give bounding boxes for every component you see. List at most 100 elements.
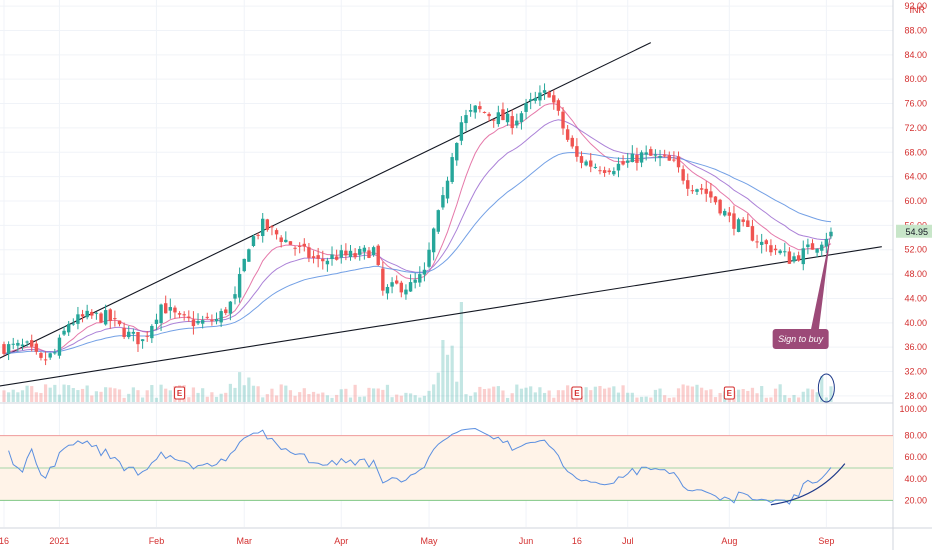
- candlestick[interactable]: [71, 318, 75, 326]
- candlestick[interactable]: [718, 198, 722, 216]
- candlestick[interactable]: [168, 298, 173, 319]
- candlestick[interactable]: [769, 239, 773, 256]
- candlestick[interactable]: [219, 308, 223, 328]
- candlestick[interactable]: [242, 258, 246, 273]
- candlestick[interactable]: [99, 312, 103, 324]
- candlestick[interactable]: [57, 334, 62, 359]
- time-axis[interactable]: 16 2021 Feb Mar Apr May Jun 16 Jul Aug Sep: [0, 536, 834, 546]
- candlestick[interactable]: [371, 245, 376, 257]
- candlestick[interactable]: [390, 277, 394, 294]
- candlestick[interactable]: [76, 306, 80, 330]
- candlestick[interactable]: [113, 310, 117, 327]
- candlestick[interactable]: [801, 240, 805, 271]
- candlestick[interactable]: [367, 247, 371, 259]
- candlestick[interactable]: [820, 241, 824, 257]
- candlestick[interactable]: [344, 243, 348, 261]
- candlestick[interactable]: [177, 311, 182, 319]
- candlestick[interactable]: [127, 325, 131, 340]
- candlestick[interactable]: [709, 182, 713, 203]
- earnings-marker[interactable]: E: [174, 386, 186, 400]
- candlestick[interactable]: [90, 309, 94, 319]
- candlestick[interactable]: [205, 312, 209, 320]
- candlestick[interactable]: [533, 91, 537, 104]
- candlestick[interactable]: [131, 328, 136, 342]
- candlestick[interactable]: [284, 231, 288, 243]
- candlestick[interactable]: [233, 286, 237, 305]
- candlestick[interactable]: [593, 163, 598, 169]
- candlestick[interactable]: [630, 145, 635, 163]
- candlestick[interactable]: [672, 151, 676, 163]
- candlestick[interactable]: [510, 109, 514, 135]
- candlestick[interactable]: [787, 247, 792, 264]
- candlestick[interactable]: [427, 242, 431, 269]
- candlestick[interactable]: [145, 331, 149, 342]
- candlestick[interactable]: [2, 341, 6, 356]
- candlestick[interactable]: [200, 315, 205, 329]
- candlestick[interactable]: [256, 232, 260, 240]
- candlestick[interactable]: [686, 173, 690, 196]
- candlestick[interactable]: [6, 341, 11, 361]
- candlestick[interactable]: [325, 257, 330, 272]
- candlestick[interactable]: [764, 238, 768, 252]
- candlestick[interactable]: [408, 274, 413, 292]
- candlestick[interactable]: [150, 324, 154, 343]
- candlestick[interactable]: [690, 184, 695, 194]
- candlestick[interactable]: [20, 338, 25, 351]
- candlestick[interactable]: [164, 295, 168, 314]
- candlestick[interactable]: [196, 313, 200, 326]
- candlestick[interactable]: [575, 138, 579, 162]
- candlestick[interactable]: [224, 306, 228, 316]
- candlestick[interactable]: [792, 252, 796, 264]
- candlestick[interactable]: [122, 322, 126, 339]
- candlestick[interactable]: [699, 183, 704, 195]
- rsi-axis[interactable]: 100.00 80.00 60.00 40.00 20.00: [899, 404, 927, 505]
- candlestick[interactable]: [649, 146, 653, 156]
- candlestick[interactable]: [487, 112, 491, 122]
- candlestick[interactable]: [25, 340, 29, 347]
- candlestick[interactable]: [182, 311, 186, 321]
- candlestick[interactable]: [140, 339, 145, 349]
- candlestick[interactable]: [30, 334, 34, 352]
- candlestick[interactable]: [103, 304, 108, 326]
- candlestick[interactable]: [473, 105, 477, 119]
- candlestick[interactable]: [727, 207, 732, 223]
- candlestick[interactable]: [681, 165, 685, 185]
- candlestick[interactable]: [607, 168, 611, 175]
- candlestick[interactable]: [556, 98, 561, 116]
- candlestick[interactable]: [422, 262, 427, 282]
- candlestick[interactable]: [455, 142, 459, 166]
- candlestick[interactable]: [117, 320, 122, 327]
- candlestick[interactable]: [653, 149, 658, 162]
- candlestick[interactable]: [561, 107, 565, 135]
- candlestick[interactable]: [746, 213, 750, 228]
- candlestick[interactable]: [773, 244, 778, 255]
- candlestick[interactable]: [48, 352, 52, 360]
- candlestick[interactable]: [450, 152, 454, 184]
- candlestick[interactable]: [136, 331, 140, 352]
- candlestick[interactable]: [464, 109, 468, 132]
- candlestick[interactable]: [755, 234, 759, 249]
- candlestick[interactable]: [524, 98, 528, 120]
- candlestick[interactable]: [362, 245, 367, 260]
- candlestick[interactable]: [297, 242, 302, 254]
- candlestick[interactable]: [80, 309, 85, 323]
- candlestick[interactable]: [237, 267, 242, 303]
- candlestick[interactable]: [552, 89, 556, 110]
- candlestick[interactable]: [810, 239, 815, 250]
- candlestick[interactable]: [741, 217, 745, 227]
- candlestick[interactable]: [431, 227, 436, 261]
- earnings-marker[interactable]: E: [571, 386, 583, 400]
- candlestick[interactable]: [704, 181, 708, 202]
- candlestick[interactable]: [496, 105, 501, 127]
- candlestick[interactable]: [806, 238, 810, 255]
- candlestick[interactable]: [815, 248, 819, 258]
- candlestick[interactable]: [589, 153, 593, 173]
- candlestick[interactable]: [293, 245, 297, 256]
- candlestick[interactable]: [339, 244, 343, 264]
- candlestick[interactable]: [732, 205, 736, 236]
- candlestick[interactable]: [695, 188, 699, 196]
- candlestick[interactable]: [265, 218, 270, 232]
- candlestick[interactable]: [579, 151, 584, 169]
- candlestick[interactable]: [385, 284, 390, 300]
